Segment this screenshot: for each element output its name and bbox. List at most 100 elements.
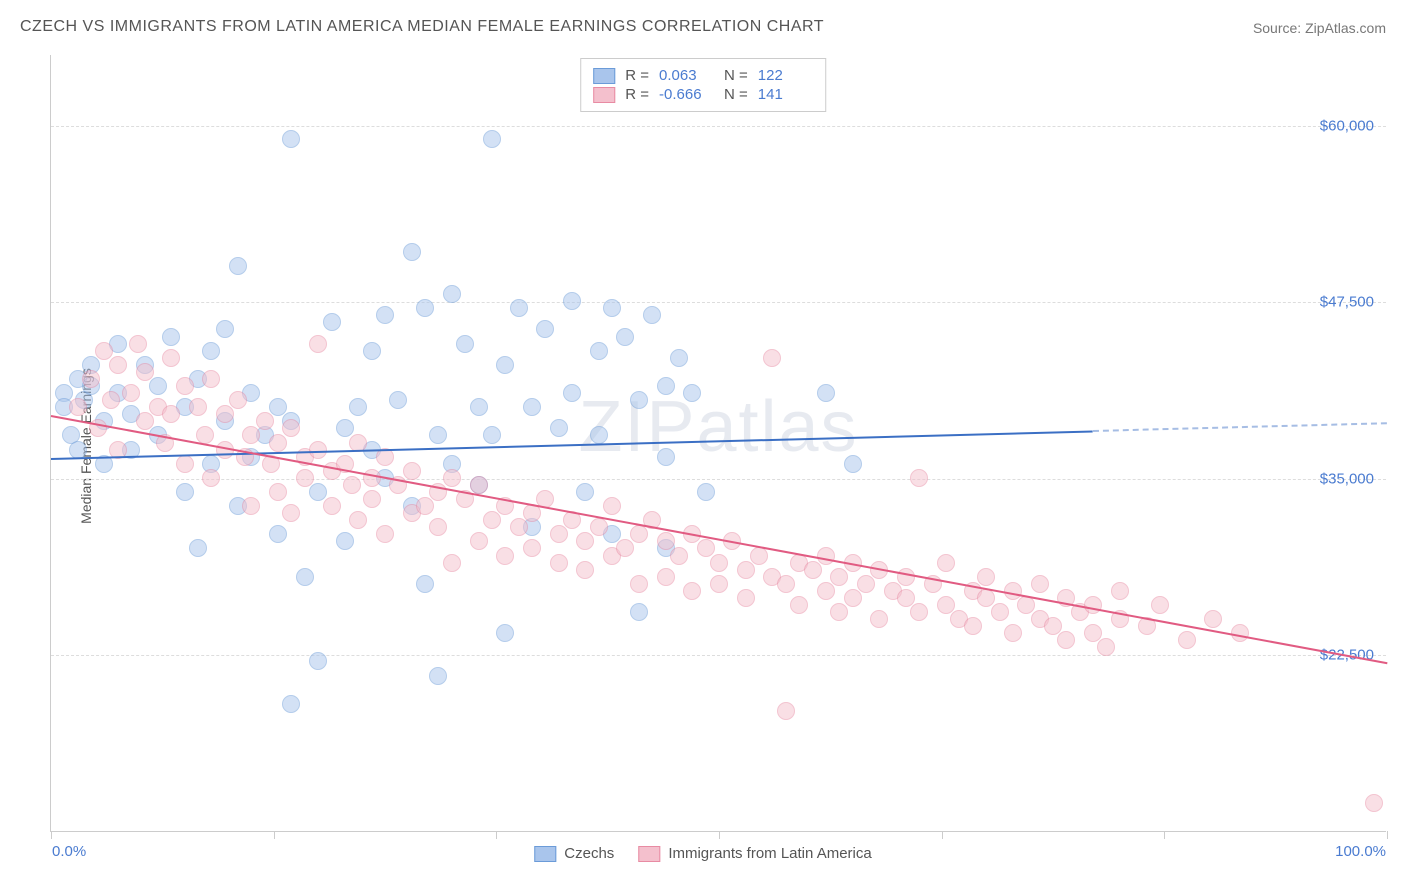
scatter-point [443,554,461,572]
stat-r-czechs: 0.063 [659,67,714,84]
scatter-point [443,285,461,303]
scatter-point [309,335,327,353]
scatter-point [804,561,822,579]
scatter-point [630,525,648,543]
scatter-point [1084,624,1102,642]
scatter-point [429,518,447,536]
x-tick-right: 100.0% [1335,843,1386,860]
scatter-point [102,391,120,409]
scatter-point [470,532,488,550]
scatter-point [443,469,461,487]
y-tick-label: $35,000 [1320,470,1374,487]
scatter-point [282,504,300,522]
scatter-point [189,539,207,557]
scatter-point [550,419,568,437]
scatter-point [910,603,928,621]
scatter-point [563,384,581,402]
scatter-point [343,476,361,494]
legend-swatch-czechs [534,846,556,862]
scatter-point [1178,631,1196,649]
scatter-point [176,377,194,395]
scatter-point [202,342,220,360]
scatter-point [910,469,928,487]
scatter-point [129,335,147,353]
scatter-point [1097,638,1115,656]
scatter-point [429,667,447,685]
gridline [51,479,1386,480]
scatter-point [937,596,955,614]
scatter-point [363,469,381,487]
scatter-point [162,328,180,346]
scatter-point [282,130,300,148]
scatter-point [376,306,394,324]
scatter-point [590,518,608,536]
scatter-point [977,568,995,586]
scatter-point [496,547,514,565]
swatch-czechs [593,68,615,84]
scatter-point [483,511,501,529]
scatter-point [109,356,127,374]
scatter-point [657,568,675,586]
stat-n-label: N = [724,67,748,84]
scatter-point [817,384,835,402]
scatter-point [69,441,87,459]
scatter-point [242,426,260,444]
scatter-point [176,483,194,501]
scatter-point [496,356,514,374]
scatter-point [323,313,341,331]
scatter-point [830,603,848,621]
legend-item-czechs: Czechs [534,845,614,862]
bottom-legend: Czechs Immigrants from Latin America [534,845,871,862]
trend-line-dashed [1093,422,1387,432]
scatter-point [563,292,581,310]
scatter-point [937,554,955,572]
scatter-point [496,624,514,642]
watermark-text: ZIPatlas [578,386,858,468]
chart-container: CZECH VS IMMIGRANTS FROM LATIN AMERICA M… [0,0,1406,892]
scatter-point [376,525,394,543]
scatter-point [763,349,781,367]
trend-line [51,415,1387,664]
x-tick [274,831,275,839]
stat-r-label: R = [625,67,649,84]
x-tick [496,831,497,839]
legend-item-immigrants: Immigrants from Latin America [638,845,871,862]
scatter-point [269,483,287,501]
scatter-point [349,511,367,529]
y-tick-label: $60,000 [1320,117,1374,134]
scatter-point [429,426,447,444]
scatter-point [657,377,675,395]
scatter-point [403,462,421,480]
scatter-point [603,497,621,515]
scatter-point [162,349,180,367]
scatter-point [817,582,835,600]
legend-swatch-immigrants [638,846,660,862]
scatter-point [603,299,621,317]
scatter-point [844,455,862,473]
scatter-point [136,412,154,430]
scatter-point [1044,617,1062,635]
scatter-point [282,695,300,713]
scatter-point [363,342,381,360]
scatter-point [269,434,287,452]
chart-title: CZECH VS IMMIGRANTS FROM LATIN AMERICA M… [20,18,824,36]
x-tick [942,831,943,839]
gridline [51,655,1386,656]
scatter-point [336,419,354,437]
scatter-point [550,554,568,572]
scatter-point [296,469,314,487]
scatter-point [403,243,421,261]
scatter-point [269,398,287,416]
scatter-point [416,575,434,593]
scatter-point [683,384,701,402]
scatter-point [216,405,234,423]
scatter-point [216,320,234,338]
scatter-point [590,342,608,360]
stats-row-immigrants: R = -0.666 N = 141 [593,86,813,103]
stat-n-label: N = [724,86,748,103]
scatter-point [790,596,808,614]
scatter-point [483,426,501,444]
scatter-point [616,328,634,346]
scatter-point [202,370,220,388]
y-tick-label: $47,500 [1320,294,1374,311]
